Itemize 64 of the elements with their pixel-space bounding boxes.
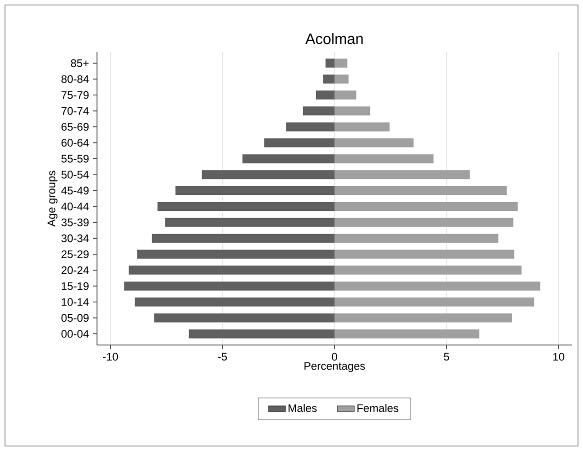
- bar: [152, 234, 335, 243]
- y-tick-label: 70-74: [62, 107, 89, 115]
- bar: [334, 298, 534, 307]
- bar: [334, 250, 514, 259]
- bar: [316, 90, 335, 100]
- y-tick-label: 50-54: [61, 170, 89, 179]
- bar: [188, 329, 335, 338]
- legend-label: Females: [357, 404, 398, 412]
- bar: [334, 202, 518, 211]
- x-tick-label: 0: [332, 352, 338, 361]
- bar: [202, 170, 335, 180]
- x-tick-label: -10: [102, 352, 118, 361]
- bar: [286, 122, 335, 132]
- y-axis-title: Age groups: [48, 170, 58, 227]
- bar: [154, 313, 335, 322]
- y-tick-label: 20-24: [62, 266, 89, 274]
- y-tick-label: 65-69: [62, 122, 89, 131]
- bar: [124, 282, 335, 291]
- y-tick-label: 40-44: [61, 202, 89, 210]
- bar: [302, 106, 335, 116]
- bar: [334, 90, 356, 100]
- bar: [334, 74, 349, 84]
- y-tick-label: 05-09: [61, 314, 89, 322]
- y-tick-label: 45-49: [61, 186, 89, 194]
- bar: [128, 266, 335, 275]
- y-tick-label: 60-64: [62, 138, 89, 147]
- bar: [334, 218, 514, 227]
- bar: [334, 186, 507, 196]
- y-tick-label: 25-29: [62, 250, 89, 258]
- bar: [334, 234, 498, 243]
- bar: [165, 218, 335, 227]
- y-tick-label: 00-04: [61, 330, 89, 338]
- y-tick-label: 85+: [70, 59, 89, 68]
- bar: [334, 329, 480, 338]
- y-tick-label: 55-59: [61, 154, 89, 163]
- bar: [175, 186, 335, 196]
- bar: [334, 313, 512, 322]
- bar: [134, 298, 335, 307]
- bar: [334, 138, 414, 148]
- legend-label: Males: [288, 404, 317, 412]
- bar: [334, 106, 370, 116]
- bar: [334, 58, 348, 68]
- bar: [334, 170, 470, 180]
- y-tick-label: 10-14: [62, 298, 89, 306]
- bar: [334, 282, 540, 291]
- bar: [326, 58, 335, 68]
- bar: [137, 250, 335, 259]
- bar: [242, 154, 335, 164]
- y-tick-label: 30-34: [61, 234, 89, 242]
- bar: [334, 122, 390, 132]
- x-tick-label: 5: [444, 352, 450, 361]
- chart-title: Acolman: [305, 33, 363, 44]
- bar: [323, 74, 335, 84]
- bar: [334, 154, 434, 164]
- x-axis-title: Percentages: [304, 362, 365, 372]
- bar: [334, 266, 522, 275]
- y-tick-label: 80-84: [61, 75, 89, 83]
- x-tick-label: -5: [218, 352, 227, 361]
- bar: [157, 202, 335, 211]
- y-tick-label: 35-39: [61, 218, 89, 226]
- y-tick-label: 75-79: [62, 91, 89, 99]
- bar: [264, 138, 335, 148]
- y-tick-label: 15-19: [62, 282, 89, 290]
- x-tick-label: 10: [553, 352, 564, 361]
